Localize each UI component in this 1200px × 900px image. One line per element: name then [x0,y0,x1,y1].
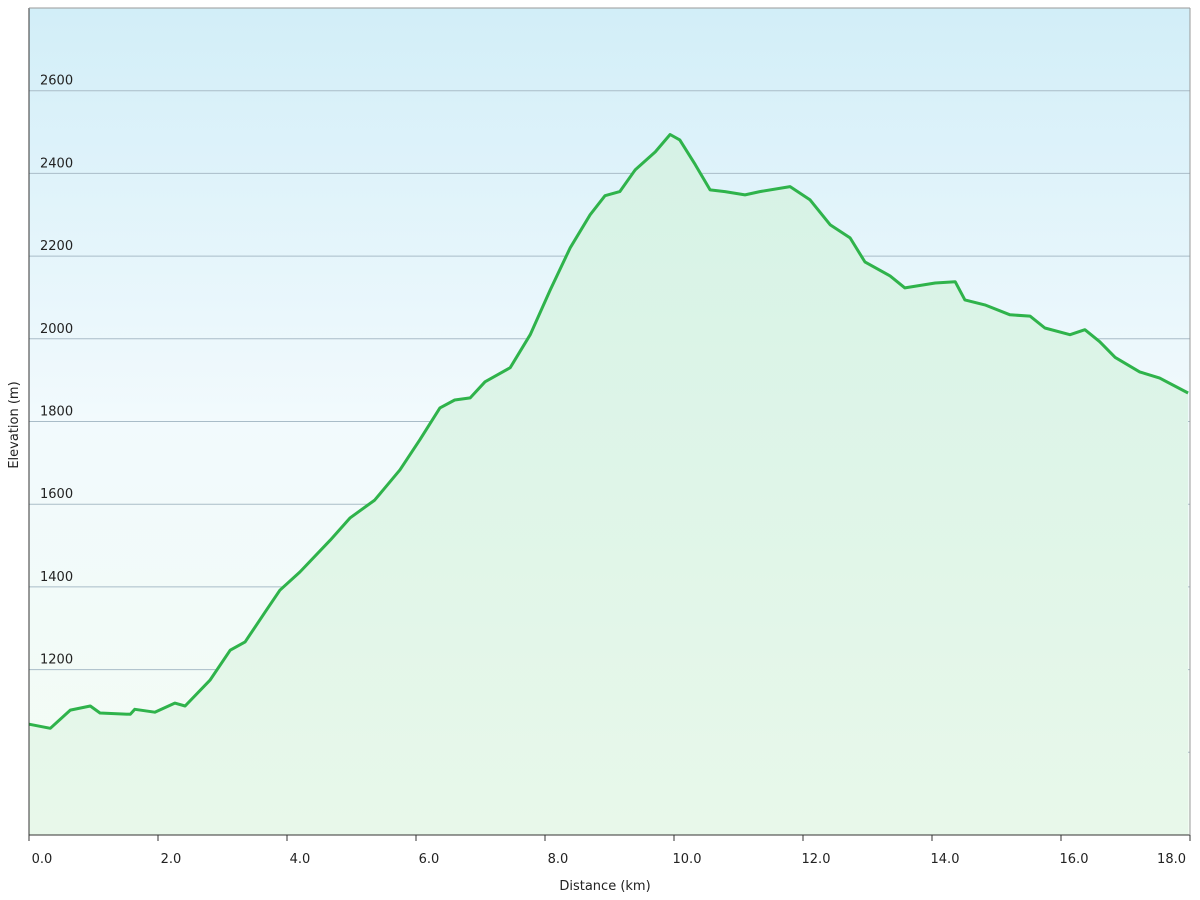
elevation-line [28,133,1189,730]
y-tick-label: 1400 [40,570,73,585]
y-tick-label: 2600 [40,74,73,89]
y-tick-label: 2000 [40,322,73,337]
x-tick-label: 16.0 [1060,852,1089,867]
x-tick-label: 2.0 [161,852,182,867]
y-tick-label: 2200 [40,239,73,254]
x-tick-label: 10.0 [673,852,702,867]
x-tick-label: 18.0 [1157,852,1186,867]
x-axis-label: Distance (km) [559,879,650,894]
x-tick-label: 6.0 [419,852,440,867]
y-axis-label: Elevation (m) [7,381,22,468]
x-tick-label: 12.0 [802,852,831,867]
x-tick-label: 14.0 [931,852,960,867]
area-fill [29,134,1189,835]
y-tick-label: 1800 [40,405,73,420]
x-tick-label: 8.0 [548,852,569,867]
y-tick-label: 2400 [40,156,73,171]
y-tick-label: 1200 [40,653,73,668]
y-tick-label: 1600 [40,487,73,502]
x-tick-label: 4.0 [290,852,311,867]
x-tick-label: 0.0 [32,852,53,867]
